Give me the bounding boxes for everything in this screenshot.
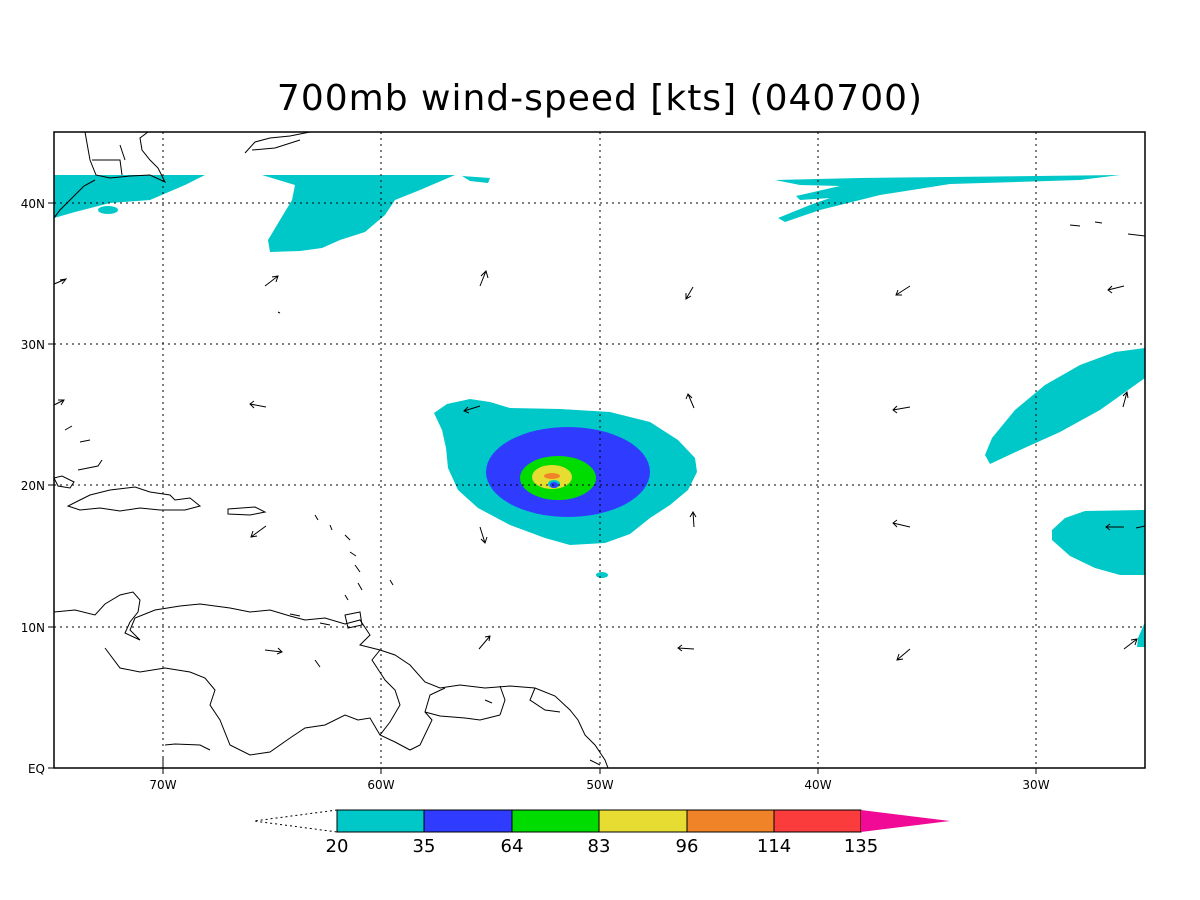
wind-arrow [685, 286, 694, 300]
colorbar-level-label: 135 [844, 836, 878, 857]
wind-region-20-35 [98, 206, 118, 214]
wind-arrow [264, 275, 279, 287]
cuba-coast [54, 425, 103, 489]
wind-arrow [1122, 390, 1129, 408]
colorbar-swatch-64-83 [511, 809, 600, 833]
lat-tick-label: 20N [21, 479, 45, 493]
colorbar-level-label: 20 [326, 836, 349, 857]
graticule [54, 132, 1145, 768]
wind-arrow [689, 511, 697, 528]
wind-arrow [892, 519, 911, 528]
guyana-border [371, 649, 561, 736]
lat-axis-labels: 40N 30N 20N 10N EQ [21, 197, 45, 776]
coastlines [54, 132, 1145, 768]
new-england-coast [54, 179, 96, 219]
south-america-coast [54, 591, 609, 768]
colorbar: 20 35 64 83 96 114 135 [253, 809, 950, 857]
wind-region-20-35 [54, 175, 205, 218]
lon-tick-label: 60W [367, 778, 394, 792]
lat-tick-label: 40N [21, 197, 45, 211]
lon-tick-label: 40W [804, 778, 831, 792]
wind-arrow [250, 525, 267, 538]
colorbar-swatch-96-114 [686, 809, 775, 833]
wind-region-20-35 [985, 348, 1145, 464]
north-america-coast [84, 132, 167, 184]
lon-axis-labels: 70W 60W 50W 40W 30W [149, 778, 1049, 792]
wind-vectors [53, 270, 1146, 661]
wind-arrow [677, 644, 695, 652]
wind-region-20-35 [596, 572, 608, 578]
puerto-rico-coast [227, 506, 267, 516]
lat-tick-label: EQ [28, 762, 45, 776]
wind-arrow [895, 285, 911, 296]
lon-tick-label: 50W [586, 778, 613, 792]
wind-region-20-35 [775, 175, 1120, 222]
colorbar-low-triangle [253, 809, 338, 833]
colorbar-level-label: 64 [501, 836, 524, 857]
lat-tick-label: 10N [21, 621, 45, 635]
tick-marks [48, 202, 1037, 774]
wind-arrow [685, 393, 695, 409]
wind-region-20-35 [462, 176, 490, 183]
nova-scotia-coast [244, 132, 311, 154]
wind-arrow [896, 648, 911, 661]
wind-arrow [53, 278, 68, 285]
wind-region-20-35 [1052, 510, 1145, 575]
lon-tick-label: 70W [149, 778, 176, 792]
colorbar-swatch-114-135 [773, 809, 862, 833]
colorbar-level-label: 96 [676, 836, 699, 857]
wind-arrow [478, 635, 491, 650]
trinidad [319, 611, 363, 629]
lat-tick-label: 30N [21, 338, 45, 352]
wind-arrow [53, 399, 65, 406]
wind-region-20-35 [1137, 622, 1145, 647]
wind-region-96-114 [544, 473, 560, 479]
wind-arrow [479, 526, 488, 544]
colorbar-swatch-20-35 [336, 809, 425, 833]
wind-arrow [479, 270, 489, 287]
wind-arrow [249, 400, 267, 409]
hispaniola-coast [66, 486, 202, 512]
wind-arrow [1105, 523, 1146, 531]
lon-tick-label: 30W [1022, 778, 1049, 792]
small-islands [277, 221, 1145, 704]
wind-arrow [892, 405, 911, 414]
colorbar-swatch-83-96 [598, 809, 688, 833]
wind-arrow [1123, 638, 1138, 650]
colorbar-swatch-35-64 [423, 809, 513, 833]
map-title: 700mb wind-speed [kts] (040700) [276, 78, 924, 119]
lesser-antilles [314, 514, 394, 601]
wind-region-20-35 [262, 175, 455, 252]
colorbar-level-label: 114 [757, 836, 791, 857]
wind-speed-shading [54, 175, 1145, 647]
colorbar-high-triangle [861, 810, 950, 832]
venezuela-border [104, 647, 446, 756]
colorbar-level-label: 83 [588, 836, 611, 857]
wind-arrow [264, 647, 283, 655]
wind-arrow [463, 405, 481, 414]
state-border [92, 144, 126, 176]
wind-arrow [1107, 285, 1125, 294]
colorbar-level-label: 35 [413, 836, 436, 857]
